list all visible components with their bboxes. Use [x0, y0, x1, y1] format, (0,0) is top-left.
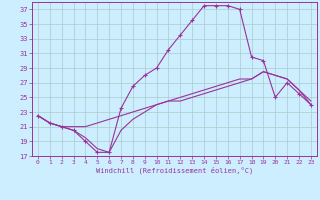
X-axis label: Windchill (Refroidissement éolien,°C): Windchill (Refroidissement éolien,°C) — [96, 167, 253, 174]
